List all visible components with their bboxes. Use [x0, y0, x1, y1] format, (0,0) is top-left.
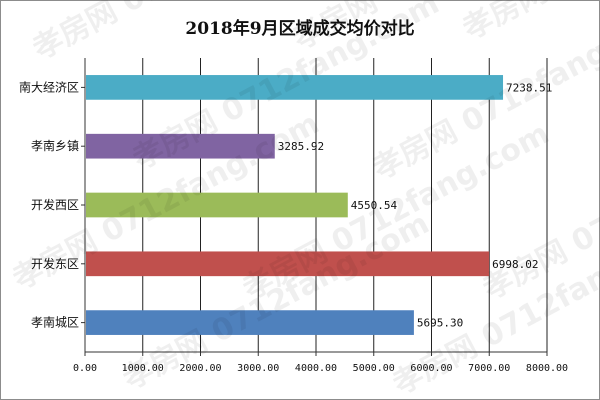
value-label-0: 7238.51 [506, 81, 552, 94]
chart-title: 2018年9月区域成交均价对比 [185, 19, 415, 39]
x-tick-label-8: 8000.00 [526, 363, 568, 374]
x-tick-label-0: 0.00 [73, 363, 97, 374]
bar-3 [86, 251, 490, 277]
value-label-4: 5695.30 [417, 317, 463, 330]
watermark-2: 孝房网 0712fang.com [457, 0, 600, 47]
bar-2 [86, 192, 348, 218]
category-label-2: 开发西区 [31, 197, 79, 212]
value-label-3: 6998.02 [492, 258, 538, 271]
category-label-1: 孝南乡镇 [31, 138, 79, 153]
category-label-4: 孝南城区 [31, 315, 79, 330]
x-tick-label-3: 3000.00 [237, 363, 279, 374]
value-label-1: 3285.92 [278, 140, 324, 153]
bar-1 [86, 133, 275, 159]
x-tick-label-6: 6000.00 [410, 363, 452, 374]
x-tick-label-4: 4000.00 [295, 363, 337, 374]
x-tick-label-5: 5000.00 [353, 363, 395, 374]
bar-4 [86, 310, 414, 335]
value-label-2: 4550.54 [351, 199, 398, 212]
x-tick-label-2: 2000.00 [179, 363, 221, 374]
x-tick-label-7: 7000.00 [468, 363, 510, 374]
x-tick-label-1: 1000.00 [122, 363, 164, 374]
category-label-3: 开发东区 [31, 256, 79, 271]
category-label-0: 南大经济区 [19, 79, 79, 94]
bar-0 [86, 75, 504, 100]
